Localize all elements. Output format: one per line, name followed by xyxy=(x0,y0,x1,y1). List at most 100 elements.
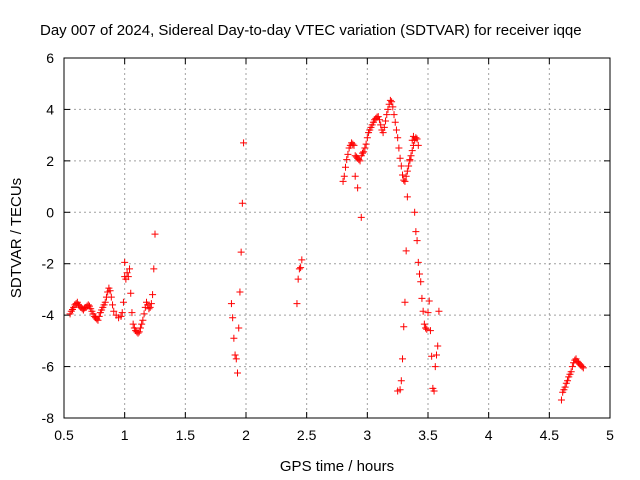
data-point xyxy=(84,301,92,309)
data-point xyxy=(434,342,442,350)
data-point xyxy=(567,368,575,376)
x-axis-label: GPS time / hours xyxy=(280,458,394,475)
data-point xyxy=(420,320,428,328)
data-point xyxy=(400,176,408,184)
data-point xyxy=(344,150,352,158)
data-point xyxy=(406,156,414,164)
data-point xyxy=(118,309,126,317)
data-point xyxy=(422,324,430,332)
x-tick-label: 4.5 xyxy=(540,427,560,443)
data-point xyxy=(423,325,431,333)
data-point xyxy=(360,148,368,156)
data-point xyxy=(418,294,426,302)
data-point xyxy=(409,132,417,140)
data-point xyxy=(149,291,157,299)
data-point xyxy=(138,320,146,328)
data-point xyxy=(126,265,134,273)
data-point xyxy=(106,287,114,295)
data-point xyxy=(564,377,572,385)
data-point xyxy=(380,123,388,131)
data-point xyxy=(395,144,403,152)
data-point xyxy=(401,177,409,185)
x-tick-label: 5 xyxy=(606,427,614,443)
data-point xyxy=(391,118,399,126)
data-point xyxy=(417,278,425,286)
data-point xyxy=(428,352,436,360)
x-tick-labels: 0.5 1 1.5 2 2.5 3 3.5 4 4.5 5 xyxy=(54,427,614,443)
data-point xyxy=(230,334,238,342)
data-point xyxy=(119,298,127,306)
data-point xyxy=(150,265,158,273)
data-point xyxy=(128,309,136,317)
data-point xyxy=(235,324,243,332)
data-point xyxy=(151,230,159,238)
y-tick-label: -4 xyxy=(42,307,55,323)
data-point xyxy=(399,355,407,363)
data-point xyxy=(134,329,142,337)
data-point xyxy=(124,273,132,281)
data-point xyxy=(227,300,235,308)
data-point xyxy=(412,228,420,236)
chart-title: Day 007 of 2024, Sidereal Day-to-day VTE… xyxy=(40,22,582,39)
data-point xyxy=(350,141,358,149)
data-point xyxy=(397,162,405,170)
data-point xyxy=(294,275,302,283)
plot-frame xyxy=(63,57,611,419)
y-tick-label: -8 xyxy=(42,410,55,426)
data-point xyxy=(293,300,301,308)
y-tick-label: 6 xyxy=(46,50,54,66)
x-tick-label: 1.5 xyxy=(176,427,196,443)
x-tick-label: 0.5 xyxy=(54,427,74,443)
data-point xyxy=(238,199,246,207)
data-point xyxy=(351,172,359,180)
data-point xyxy=(431,363,439,371)
data-point xyxy=(375,116,383,124)
data-point xyxy=(407,152,415,160)
data-point xyxy=(129,320,137,328)
y-axis-label: SDTVAR / TECUs xyxy=(8,178,25,298)
data-point xyxy=(340,172,348,180)
data-point xyxy=(401,298,409,306)
data-points xyxy=(66,96,587,404)
axis-ticks xyxy=(63,57,611,419)
data-point xyxy=(386,96,394,104)
x-tick-label: 3 xyxy=(363,427,371,443)
data-point xyxy=(232,355,240,363)
data-point xyxy=(362,140,370,148)
data-point xyxy=(234,369,242,377)
data-point xyxy=(374,113,382,121)
data-point xyxy=(408,136,416,144)
data-point xyxy=(237,248,245,256)
x-tick-label: 2.5 xyxy=(297,427,317,443)
data-point xyxy=(341,163,349,171)
data-point xyxy=(231,351,239,359)
x-tick-label: 4 xyxy=(485,427,493,443)
data-point xyxy=(579,364,587,372)
data-point xyxy=(358,149,366,157)
data-point xyxy=(343,156,351,164)
data-point xyxy=(135,328,143,336)
data-point xyxy=(109,301,117,309)
data-point xyxy=(136,324,144,332)
data-point xyxy=(557,396,565,404)
data-point xyxy=(413,135,421,143)
y-tick-label: 4 xyxy=(46,101,54,117)
data-point xyxy=(139,316,147,324)
data-point xyxy=(355,156,363,164)
data-point xyxy=(377,121,385,129)
data-point xyxy=(403,193,411,201)
data-point xyxy=(356,157,364,165)
data-point xyxy=(297,264,305,272)
data-point xyxy=(140,310,148,318)
data-point xyxy=(229,314,237,322)
data-point xyxy=(399,171,407,179)
data-point xyxy=(110,307,118,315)
x-tick-label: 2 xyxy=(242,427,250,443)
data-point xyxy=(361,144,369,152)
data-point xyxy=(67,307,75,315)
y-tick-label: 0 xyxy=(46,204,54,220)
data-point xyxy=(419,307,427,315)
data-point xyxy=(357,213,365,221)
x-tick-label: 1 xyxy=(121,427,129,443)
y-tick-label: -6 xyxy=(42,359,55,375)
